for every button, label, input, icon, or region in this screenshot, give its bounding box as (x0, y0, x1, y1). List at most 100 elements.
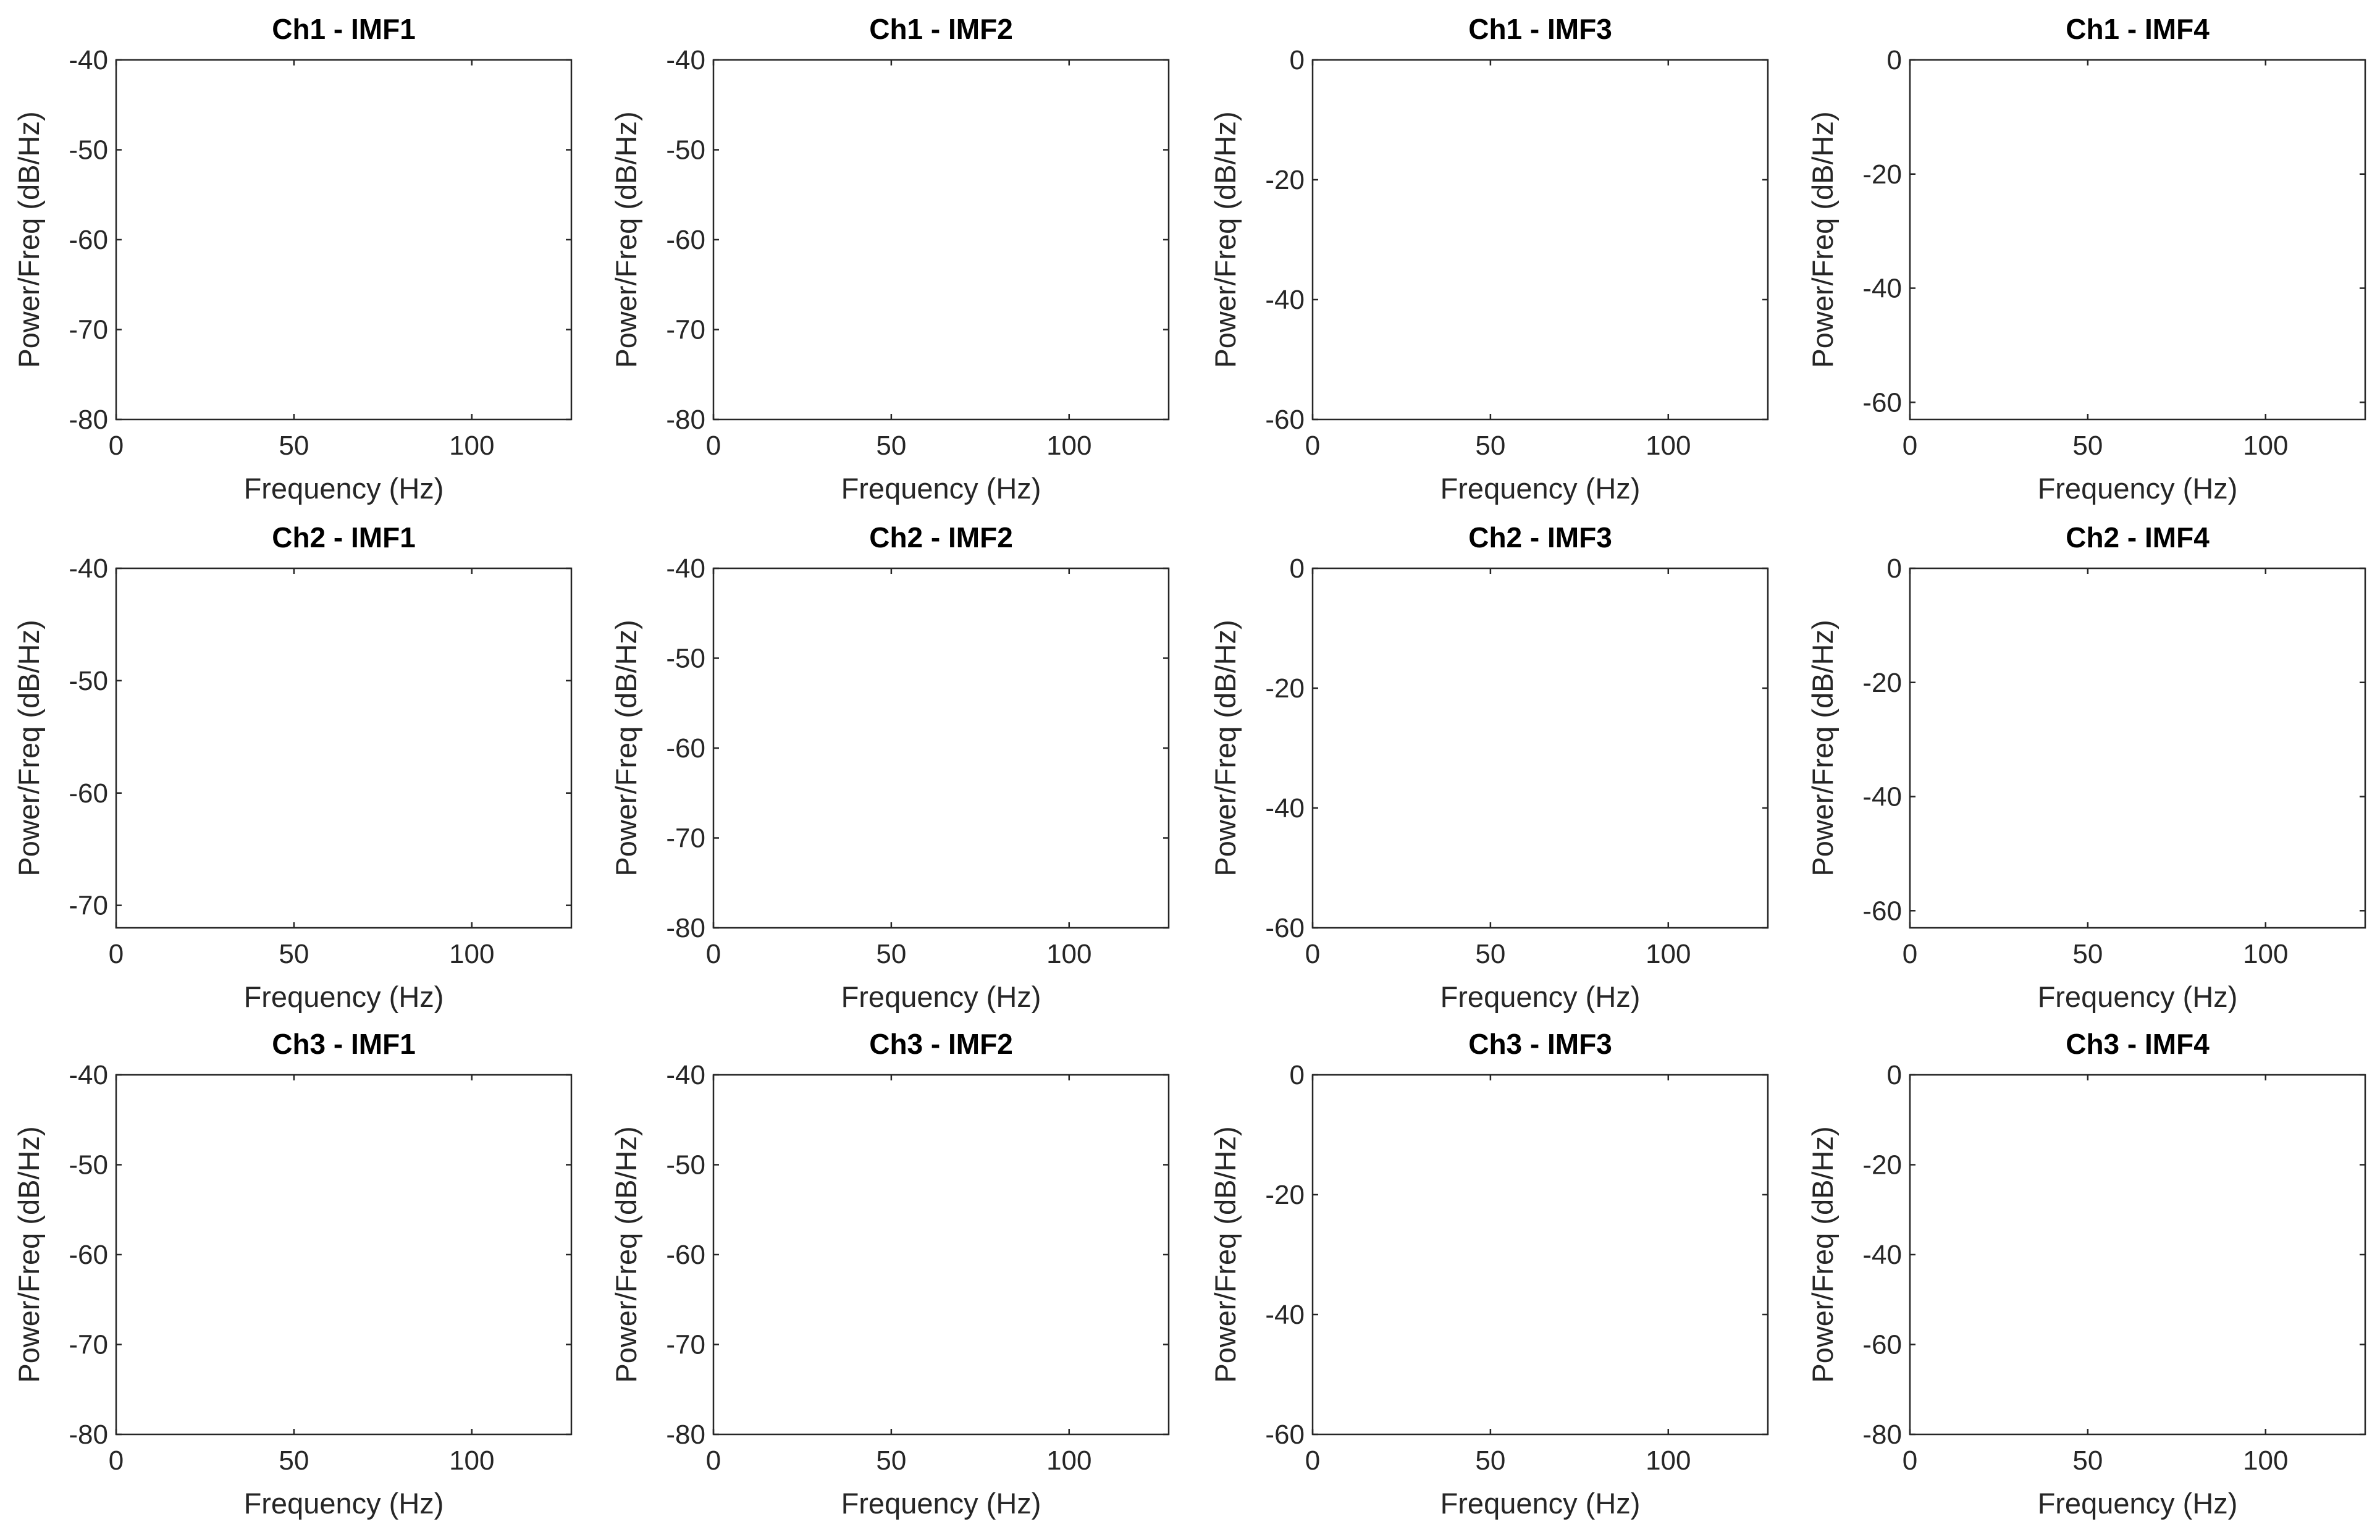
panel-title: Ch1 - IMF3 (1468, 13, 1612, 45)
axis-box (1311, 59, 1769, 421)
x-tick-label: 50 (1475, 939, 1505, 969)
x-tick-label: 50 (2072, 939, 2103, 969)
x-axis-label: Frequency (Hz) (841, 472, 1041, 505)
y-tick-label: -60 (666, 1240, 705, 1270)
y-tick-label: -60 (666, 225, 705, 255)
x-tick-label: 0 (1305, 1445, 1320, 1476)
panel-title: Ch2 - IMF4 (2066, 521, 2210, 553)
x-tick-label: 50 (1475, 1445, 1505, 1476)
y-tick-label: -20 (1265, 673, 1305, 704)
y-tick-label: -20 (1862, 159, 1902, 190)
x-tick-label: 0 (109, 431, 124, 461)
x-tick-label: 50 (876, 939, 906, 969)
psd-panel: 0 50 100 -80 -60 -40 -20 0 Ch3 - IMF4 Frequency (… (1806, 1028, 2366, 1520)
y-tick-label: -80 (666, 405, 705, 435)
x-tick-label: 50 (876, 1445, 906, 1476)
y-tick-label: -60 (1265, 405, 1305, 435)
y-tick-label: -40 (666, 553, 705, 584)
y-tick-label: -40 (1265, 1300, 1305, 1330)
y-tick-label: -50 (666, 1150, 705, 1180)
y-axis-label: Power/Freq (dB/Hz) (12, 620, 45, 876)
x-axis-label: Frequency (Hz) (244, 980, 444, 1013)
psd-panel: 0 50 100 -80 -70 -60 -50 -40 Ch1 - IMF1 Frequency… (12, 13, 573, 505)
y-tick-label: -50 (666, 135, 705, 166)
psd-panel: 0 50 100 -60 -40 -20 0 Ch3 - IMF3 Frequency (Hz)… (1209, 1028, 1769, 1520)
axis-box (1311, 1074, 1769, 1436)
y-axis-label: Power/Freq (dB/Hz) (610, 1126, 642, 1382)
panel-title: Ch3 - IMF2 (869, 1028, 1013, 1060)
x-tick-label: 100 (449, 431, 494, 461)
y-tick-label: -60 (69, 225, 108, 255)
panel-title: Ch1 - IMF4 (2066, 13, 2210, 45)
x-tick-label: 0 (706, 431, 721, 461)
axis-box (115, 59, 573, 421)
x-tick-label: 50 (876, 431, 906, 461)
x-tick-label: 0 (109, 939, 124, 969)
y-tick-label: -40 (1265, 285, 1305, 315)
x-tick-label: 100 (2243, 431, 2288, 461)
y-tick-label: -20 (1862, 668, 1902, 698)
y-tick-label: -40 (69, 45, 108, 75)
panel-title: Ch2 - IMF1 (272, 521, 416, 553)
x-tick-label: 50 (279, 431, 309, 461)
x-axis-label: Frequency (Hz) (2038, 980, 2238, 1013)
y-tick-label: -60 (1265, 913, 1305, 943)
y-tick-label: -80 (1862, 1420, 1902, 1450)
x-axis-label: Frequency (Hz) (841, 1487, 1041, 1520)
y-tick-label: -50 (69, 1150, 108, 1180)
x-tick-label: 100 (449, 939, 494, 969)
x-tick-label: 0 (706, 1445, 721, 1476)
y-tick-label: -80 (666, 913, 705, 943)
psd-panel: 0 50 100 -60 -40 -20 0 Ch2 - IMF4 Frequency (Hz)… (1806, 521, 2366, 1013)
axis-box (1909, 59, 2366, 421)
panel-title: Ch3 - IMF1 (272, 1028, 416, 1060)
x-tick-label: 0 (1903, 431, 1917, 461)
x-axis-label: Frequency (Hz) (244, 472, 444, 505)
x-axis-label: Frequency (Hz) (1440, 1487, 1641, 1520)
panel-title: Ch3 - IMF4 (2066, 1028, 2210, 1060)
y-tick-label: -60 (69, 778, 108, 809)
y-tick-label: -20 (1265, 1180, 1305, 1210)
y-tick-label: -60 (666, 733, 705, 764)
psd-panel: 0 50 100 -80 -70 -60 -50 -40 Ch3 - IMF1 Frequency… (12, 1028, 573, 1520)
y-tick-label: -20 (1862, 1150, 1902, 1180)
y-tick-label: -70 (69, 1330, 108, 1360)
y-tick-label: -20 (1265, 165, 1305, 195)
panel-title: Ch2 - IMF2 (869, 521, 1013, 553)
x-tick-label: 100 (1646, 1445, 1691, 1476)
y-tick-label: -40 (69, 1060, 108, 1090)
x-tick-label: 100 (1646, 431, 1691, 461)
x-tick-label: 0 (1903, 939, 1917, 969)
y-tick-label: -40 (1862, 1240, 1902, 1270)
y-axis-label: Power/Freq (dB/Hz) (1209, 620, 1242, 876)
psd-panel: 0 50 100 -80 -70 -60 -50 -40 Ch3 - IMF2 Frequency… (610, 1028, 1170, 1520)
x-tick-label: 50 (2072, 1445, 2103, 1476)
y-tick-label: -70 (69, 315, 108, 345)
y-axis-label: Power/Freq (dB/Hz) (12, 111, 45, 368)
x-axis-label: Frequency (Hz) (2038, 1487, 2238, 1520)
x-tick-label: 100 (1046, 939, 1091, 969)
x-tick-label: 0 (706, 939, 721, 969)
y-tick-label: -50 (69, 135, 108, 166)
y-tick-label: -40 (666, 45, 705, 75)
y-tick-label: -70 (666, 1330, 705, 1360)
psd-panel: 0 50 100 -80 -70 -60 -50 -40 Ch2 - IMF2 Frequency… (610, 521, 1170, 1013)
y-tick-label: 0 (1290, 1060, 1305, 1090)
y-tick-label: -80 (69, 1420, 108, 1450)
y-tick-label: -60 (69, 1240, 108, 1270)
y-tick-label: -40 (69, 553, 108, 584)
y-axis-label: Power/Freq (dB/Hz) (1209, 111, 1242, 368)
x-tick-label: 100 (2243, 1445, 2288, 1476)
x-tick-label: 100 (2243, 939, 2288, 969)
x-tick-label: 100 (1046, 1445, 1091, 1476)
y-tick-label: 0 (1290, 553, 1305, 584)
x-tick-label: 0 (1305, 431, 1320, 461)
axis-box (1909, 567, 2366, 929)
axis-box (115, 1074, 573, 1436)
axis-box (115, 567, 573, 929)
psd-panel: 0 50 100 -60 -40 -20 0 Ch1 - IMF3 Frequency (Hz)… (1209, 13, 1769, 505)
y-tick-label: -40 (1265, 793, 1305, 823)
psd-panel: 0 50 100 -60 -40 -20 0 Ch2 - IMF3 Frequency (Hz)… (1209, 521, 1769, 1013)
y-tick-label: -60 (1862, 387, 1902, 418)
y-tick-label: 0 (1887, 1060, 1902, 1090)
